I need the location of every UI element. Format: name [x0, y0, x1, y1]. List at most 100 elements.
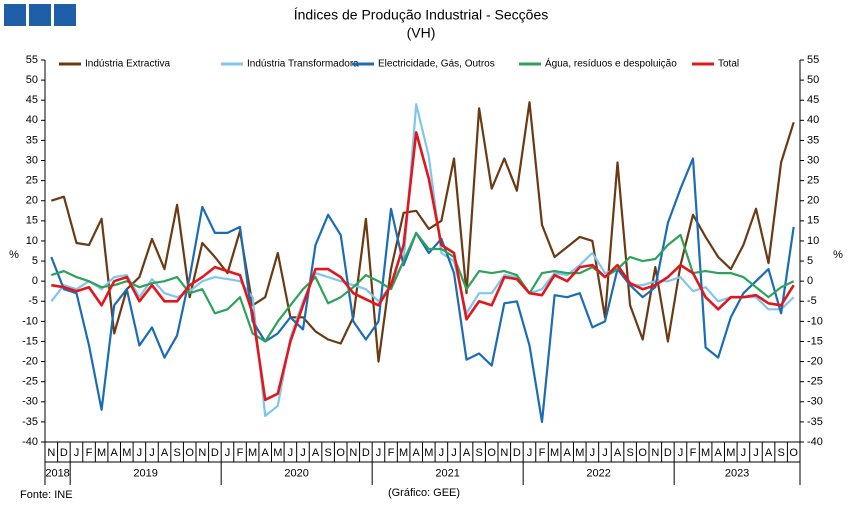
- x-tick-label: N: [500, 447, 508, 459]
- y-tick-label-right: -5: [807, 295, 817, 307]
- y-tick-label: -35: [22, 416, 38, 428]
- y-tick-label: -15: [22, 335, 38, 347]
- x-tick-label: J: [753, 447, 759, 459]
- x-tick-label: F: [86, 447, 93, 459]
- y-tick-label-right: 5: [807, 255, 813, 267]
- y-tick-label: 45: [26, 94, 38, 106]
- x-tick-label: S: [173, 447, 180, 459]
- x-tick-label: S: [777, 447, 784, 459]
- x-tick-label: M: [399, 447, 408, 459]
- x-tick-label: N: [651, 447, 659, 459]
- x-tick-label: J: [741, 447, 747, 459]
- y-tick-label-right: 20: [807, 195, 819, 207]
- x-tick-label: M: [726, 447, 735, 459]
- y-tick-label-right: 0: [807, 275, 813, 287]
- y-tick-label: 30: [26, 154, 38, 166]
- legend-label: Indústria Transformadora: [247, 59, 359, 70]
- x-tick-label: M: [273, 447, 282, 459]
- chart-title: Índices de Produção Industrial - Secções: [294, 7, 548, 23]
- x-tick-label: O: [789, 447, 798, 459]
- x-tick-label: A: [312, 447, 320, 459]
- x-tick-label: S: [626, 447, 633, 459]
- x-tick-label: D: [211, 447, 219, 459]
- year-label: 2020: [284, 467, 308, 479]
- x-tick-label: N: [47, 447, 55, 459]
- x-tick-label: D: [60, 447, 68, 459]
- x-tick-label: M: [424, 447, 433, 459]
- x-tick-label: M: [701, 447, 710, 459]
- x-tick-label: A: [262, 447, 270, 459]
- y-tick-label-right: -40: [807, 436, 823, 448]
- x-tick-label: J: [451, 447, 457, 459]
- x-tick-label: S: [324, 447, 331, 459]
- y-axis-label-right: %: [833, 249, 843, 261]
- x-tick-label: M: [122, 447, 131, 459]
- y-tick-label: -25: [22, 376, 38, 388]
- x-tick-label: S: [475, 447, 482, 459]
- x-tick-label: A: [765, 447, 773, 459]
- x-tick-label: J: [137, 447, 143, 459]
- x-tick-label: J: [602, 447, 608, 459]
- x-tick-label: A: [413, 447, 421, 459]
- y-tick-label-right: -20: [807, 355, 823, 367]
- y-tick-label: -10: [22, 315, 38, 327]
- y-tick-label: 35: [26, 134, 38, 146]
- x-tick-label: A: [564, 447, 572, 459]
- year-label: 2019: [133, 467, 157, 479]
- x-tick-label: A: [715, 447, 723, 459]
- x-tick-label: A: [463, 447, 471, 459]
- series-line: [50, 157, 795, 423]
- y-tick-label: -20: [22, 355, 38, 367]
- x-tick-label: N: [349, 447, 357, 459]
- y-tick-label: 20: [26, 195, 38, 207]
- year-label: 2022: [586, 467, 610, 479]
- credit: (Gráfico: GEE): [388, 487, 460, 499]
- x-tick-label: F: [237, 447, 244, 459]
- y-tick-label-right: 10: [807, 235, 819, 247]
- x-tick-label: O: [336, 447, 345, 459]
- y-tick-label: 10: [26, 235, 38, 247]
- x-tick-label: D: [513, 447, 521, 459]
- y-tick-label-right: 50: [807, 74, 819, 86]
- x-tick-label: D: [362, 447, 370, 459]
- x-tick-label: N: [198, 447, 206, 459]
- y-tick-label-right: 35: [807, 134, 819, 146]
- y-tick-label-right: -30: [807, 396, 823, 408]
- y-tick-label-right: 15: [807, 215, 819, 227]
- y-tick-label: 0: [32, 275, 38, 287]
- year-label: 2018: [45, 467, 69, 479]
- y-tick-label: 55: [26, 54, 38, 66]
- y-axis-label: %: [9, 249, 19, 261]
- x-tick-label: J: [300, 447, 306, 459]
- y-tick-label: 5: [32, 255, 38, 267]
- x-tick-label: A: [111, 447, 119, 459]
- x-tick-label: J: [678, 447, 684, 459]
- x-tick-label: J: [439, 447, 445, 459]
- y-tick-label-right: -10: [807, 315, 823, 327]
- x-tick-label: F: [388, 447, 395, 459]
- y-tick-label: 40: [26, 114, 38, 126]
- y-tick-label-right: -15: [807, 335, 823, 347]
- legend-label: Total: [718, 59, 739, 70]
- source: Fonte: INE: [20, 489, 73, 501]
- x-tick-label: M: [550, 447, 559, 459]
- x-tick-label: J: [527, 447, 533, 459]
- series-line: [50, 101, 795, 363]
- y-tick-label-right: 40: [807, 114, 819, 126]
- x-tick-label: J: [225, 447, 231, 459]
- x-tick-label: F: [539, 447, 546, 459]
- y-tick-label: -30: [22, 396, 38, 408]
- y-tick-label: 25: [26, 175, 38, 187]
- x-tick-label: A: [614, 447, 622, 459]
- y-tick-label-right: -25: [807, 376, 823, 388]
- series-line: [50, 231, 795, 343]
- x-tick-label: D: [664, 447, 672, 459]
- logo-block: [54, 4, 76, 26]
- legend-label: Electricidade, Gás, Outros: [378, 59, 495, 70]
- x-tick-label: O: [185, 447, 194, 459]
- year-label: 2021: [435, 467, 459, 479]
- logo-block: [4, 4, 26, 26]
- y-tick-label-right: 30: [807, 154, 819, 166]
- logo-block: [29, 4, 51, 26]
